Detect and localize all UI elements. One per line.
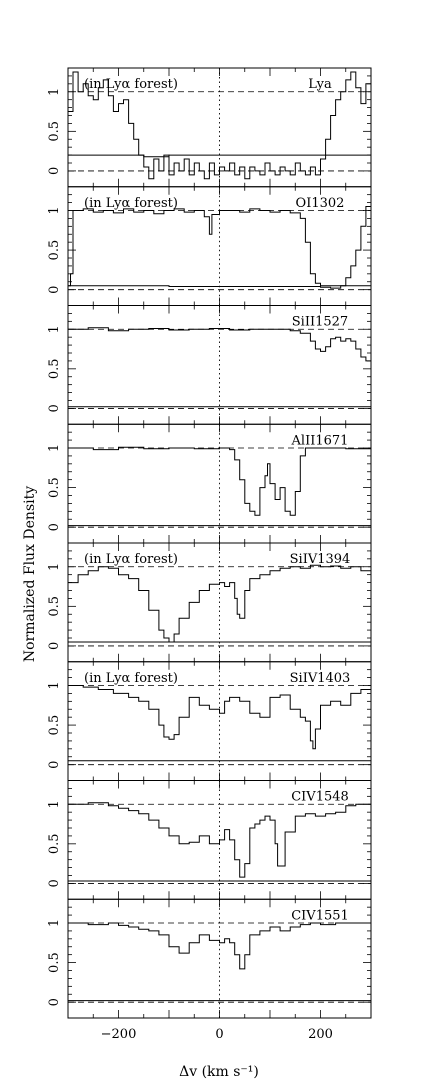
spectrum-panel: 0 0.5 1 CIV1551 bbox=[47, 898, 372, 1019]
y-tick-label: 1 bbox=[47, 563, 62, 571]
x-tick-label: 200 bbox=[308, 1027, 333, 1042]
x-tick-label: −200 bbox=[101, 1027, 137, 1042]
y-tick-label: 1 bbox=[47, 800, 62, 808]
flux-spectrum-line bbox=[68, 446, 372, 516]
forest-note: (in Lyα forest) bbox=[84, 671, 178, 686]
transition-label: SiIV1403 bbox=[290, 671, 351, 686]
y-tick-label: 0.5 bbox=[47, 121, 62, 142]
y-tick-label: 0 bbox=[47, 404, 62, 412]
forest-note: (in Lyα forest) bbox=[84, 552, 178, 567]
spectrum-panel: 0 0.5 1 Lya (in Lyα forest) bbox=[47, 67, 372, 188]
panels-group: 0 0.5 1 Lya (in Lyα forest) 0 0.5 1 OI1302 (in Ly… bbox=[47, 67, 372, 1042]
transition-label: SiIV1394 bbox=[290, 552, 351, 567]
y-tick-label: 0 bbox=[47, 761, 62, 769]
y-tick-label: 0.5 bbox=[47, 715, 62, 736]
spectrum-panel: 0 0.5 1 CIV1548 bbox=[47, 780, 372, 900]
transition-label: OI1302 bbox=[296, 196, 345, 211]
y-tick-label: 1 bbox=[47, 206, 62, 214]
y-tick-label: 0.5 bbox=[47, 240, 62, 261]
transition-label: CIV1551 bbox=[291, 908, 349, 923]
error-spectrum-line bbox=[68, 283, 372, 287]
y-tick-label: 1 bbox=[47, 444, 62, 452]
y-tick-label: 1 bbox=[47, 681, 62, 689]
flux-spectrum-line bbox=[68, 922, 371, 970]
x-tick-label: 0 bbox=[215, 1027, 223, 1042]
transition-label: SiII1527 bbox=[292, 315, 348, 330]
flux-spectrum-line bbox=[68, 71, 372, 180]
flux-spectrum-line bbox=[68, 327, 371, 362]
y-tick-label: 0.5 bbox=[47, 833, 62, 854]
forest-note: (in Lyα forest) bbox=[84, 196, 178, 211]
spectrum-panel: 0 0.5 1 SiIV1394 (in Lyα forest) bbox=[47, 542, 372, 663]
y-tick-label: 0 bbox=[47, 642, 62, 650]
y-tick-label: 1 bbox=[47, 88, 62, 96]
flux-spectrum-line bbox=[68, 802, 371, 878]
y-tick-label: 0 bbox=[47, 879, 62, 887]
y-tick-label: 0 bbox=[47, 167, 62, 175]
y-tick-label: 0.5 bbox=[47, 952, 62, 973]
transition-label: CIV1548 bbox=[291, 790, 349, 805]
y-tick-label: 0 bbox=[47, 998, 62, 1006]
x-axis-title: Δv (km s⁻¹) bbox=[179, 1064, 259, 1080]
y-tick-label: 1 bbox=[47, 919, 62, 927]
y-tick-label: 1 bbox=[47, 325, 62, 333]
spectrum-panel: 0 0.5 1 OI1302 (in Lyα forest) bbox=[47, 186, 372, 306]
y-tick-label: 0.5 bbox=[47, 477, 62, 498]
y-tick-label: 0.5 bbox=[47, 596, 62, 617]
forest-note: (in Lyα forest) bbox=[84, 77, 178, 92]
spectrum-panel: 0 0.5 1 SiIV1403 (in Lyα forest) bbox=[47, 661, 372, 781]
y-tick-label: 0.5 bbox=[47, 358, 62, 379]
spectrum-panel: 0 0.5 1 AlII1671 bbox=[47, 423, 372, 544]
y-tick-label: 0 bbox=[47, 286, 62, 294]
spectrum-panel: 0 0.5 1 SiII1527 bbox=[47, 305, 372, 425]
y-axis-title: Normalized Flux Density bbox=[22, 486, 38, 662]
flux-spectrum-line bbox=[68, 564, 372, 643]
flux-spectrum-line bbox=[68, 202, 372, 289]
transition-label: Lya bbox=[308, 77, 332, 92]
transition-label: AlII1671 bbox=[291, 433, 349, 448]
y-tick-label: 0 bbox=[47, 523, 62, 531]
flux-spectrum-line bbox=[68, 685, 372, 750]
